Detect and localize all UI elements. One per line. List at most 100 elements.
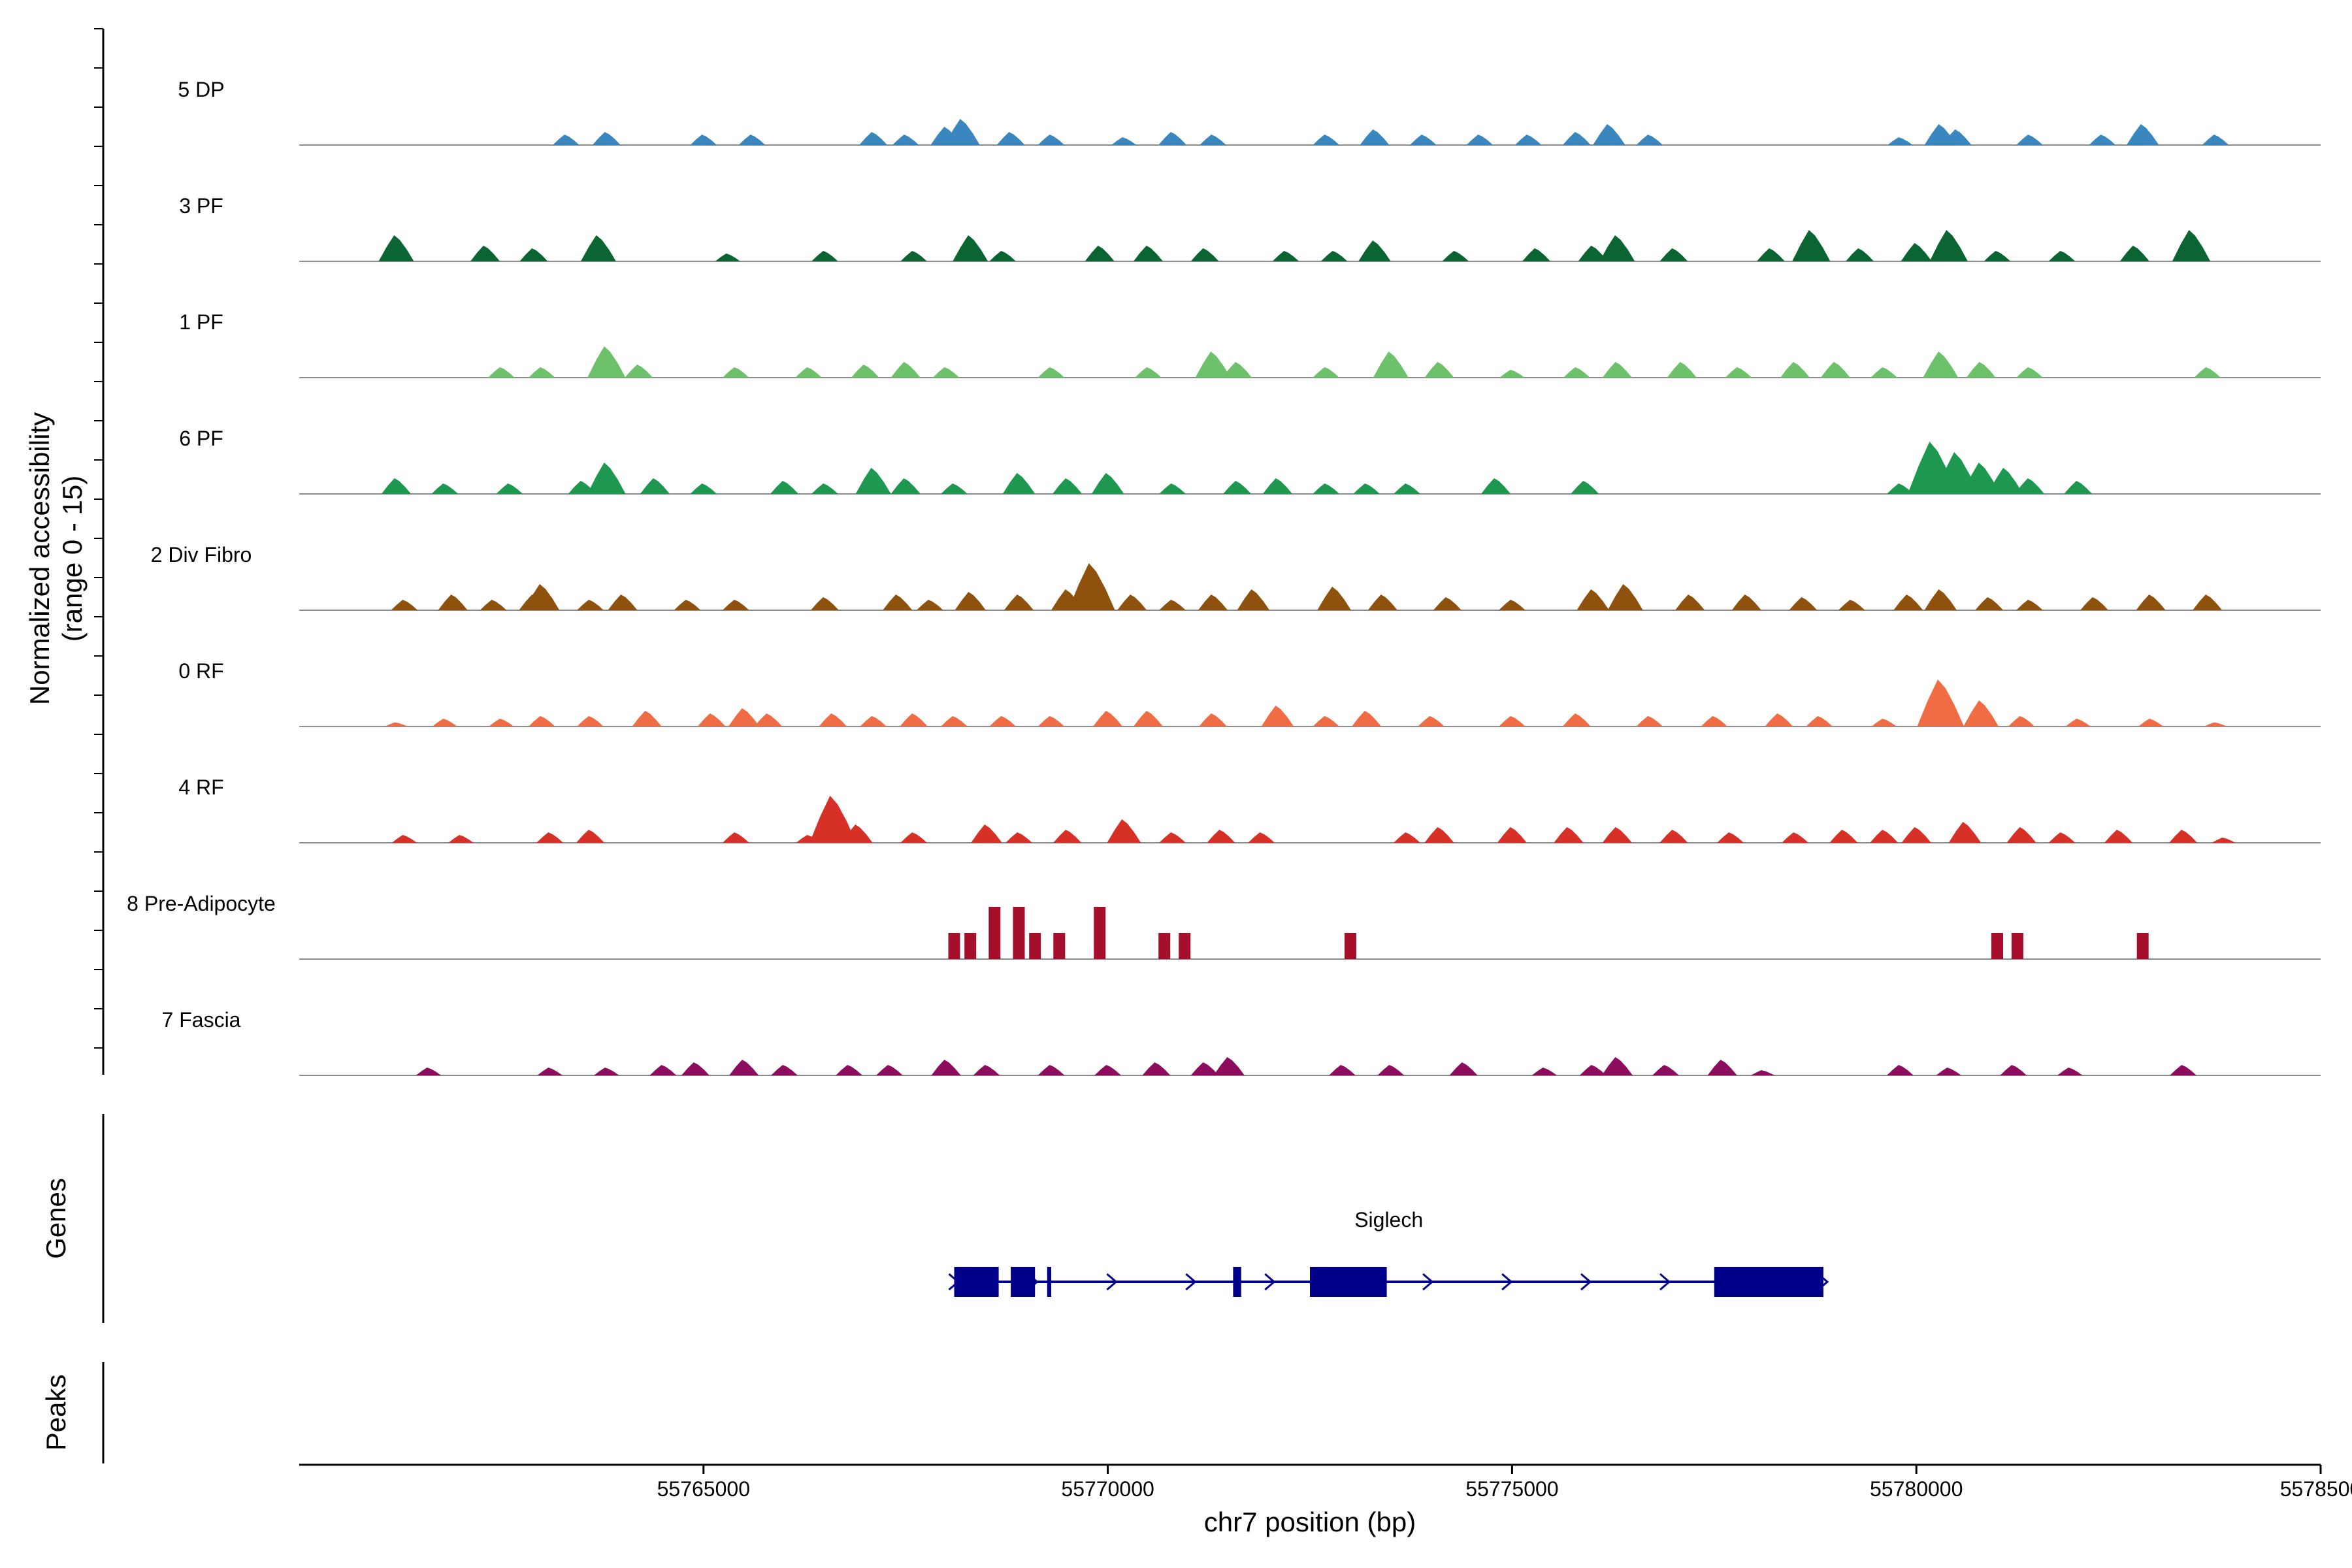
- coverage-peak: [1554, 827, 1584, 843]
- coverage-peak: [1707, 1060, 1737, 1075]
- coverage-peak: [577, 716, 604, 727]
- coverage-peak: [1313, 367, 1340, 378]
- coverage-peak: [1313, 135, 1340, 145]
- coverage-peak: [432, 719, 458, 727]
- coverage-peak: [851, 365, 879, 378]
- coverage-peak: [1870, 830, 1899, 843]
- coverage-peak: [580, 235, 616, 261]
- coverage-peak: [2014, 478, 2045, 494]
- coverage-peak: [2080, 597, 2108, 610]
- coverage-peak: [2138, 719, 2164, 727]
- coverage-peak: [1893, 595, 1923, 610]
- coverage-peak: [1344, 933, 1356, 959]
- coverage-peak: [2089, 135, 2116, 145]
- coverage-peak: [1571, 481, 1599, 494]
- gene-exon: [1233, 1267, 1241, 1297]
- coverage-peak: [2104, 830, 2133, 843]
- coverage-peak: [1792, 230, 1831, 261]
- track-5-dp: 5 DP: [178, 78, 2321, 146]
- coverage-peak: [2136, 595, 2166, 610]
- coverage-peak: [587, 346, 626, 378]
- track-label: 0 RF: [178, 659, 223, 683]
- coverage-peak: [1037, 367, 1065, 378]
- coverage-peak: [1091, 473, 1124, 494]
- coverage-peak: [1963, 700, 1999, 727]
- coverage-peak: [528, 367, 555, 378]
- coverage-peak: [1562, 713, 1591, 727]
- coverage-y-ticks: [94, 28, 103, 1049]
- coverage-peak: [1659, 248, 1688, 261]
- coverage-peak: [519, 248, 548, 261]
- coverage-peak: [876, 1065, 903, 1075]
- coverage-peak: [2202, 135, 2229, 145]
- coverage-peak: [1636, 716, 1663, 727]
- track-label: 3 PF: [179, 194, 223, 218]
- track-label: 2 Div Fibro: [151, 543, 252, 566]
- coverage-peak: [1094, 907, 1106, 959]
- coverage-peak: [1133, 711, 1164, 727]
- coverage-peak: [448, 835, 474, 843]
- coverage-peak: [1037, 716, 1065, 727]
- track-8-pre-adipocyte: 8 Pre-Adipocyte: [127, 892, 2321, 960]
- coverage-peak: [2126, 124, 2159, 145]
- coverage-peak: [1593, 124, 1625, 145]
- coverage-peak: [690, 135, 717, 145]
- coverage-peak: [1117, 595, 1147, 610]
- coverage-peak: [1675, 595, 1705, 610]
- coverage-peak: [1756, 248, 1785, 261]
- coverage-peak: [1320, 251, 1348, 261]
- coverage-peak: [496, 483, 523, 494]
- coverage-peak: [608, 595, 638, 610]
- coverage-peak: [488, 367, 515, 378]
- coverage-peak: [890, 362, 921, 378]
- coverage-peak: [1725, 367, 1752, 378]
- coverage-peak: [1029, 933, 1041, 959]
- strand-arrow: [1580, 1273, 1592, 1291]
- coverage-peak: [1135, 367, 1162, 378]
- coverage-peak: [489, 719, 514, 727]
- coverage-peak: [1636, 135, 1663, 145]
- x-axis-tick-label: 55780000: [1870, 1477, 1963, 1501]
- genes-axis-label: Genes: [41, 1178, 71, 1259]
- coverage-peak: [1159, 600, 1186, 610]
- coverage-peak: [1013, 907, 1025, 959]
- x-axis-tick-label: 55770000: [1061, 1477, 1154, 1501]
- coverage-peak: [2011, 933, 2023, 959]
- coverage-peak: [1159, 832, 1186, 843]
- coverage-peak: [1213, 1057, 1245, 1075]
- coverage-peak: [431, 483, 459, 494]
- coverage-peak: [690, 483, 717, 494]
- coverage-peak: [1360, 129, 1390, 145]
- coverage-peak: [1975, 597, 2004, 610]
- coverage-peak: [2172, 230, 2211, 261]
- coverage-peak: [1449, 1062, 1478, 1075]
- coverage-peak: [1190, 248, 1219, 261]
- coverage-peak: [1563, 367, 1590, 378]
- coverage-peak: [1499, 716, 1526, 727]
- strand-arrow: [1422, 1273, 1434, 1291]
- coverage-peak: [1195, 351, 1231, 378]
- coverage-peak: [1317, 587, 1351, 610]
- coverage-peak: [1887, 137, 1913, 145]
- coverage-peak: [681, 1062, 710, 1075]
- coverage-peak: [1037, 135, 1065, 145]
- coverage-peak: [1262, 478, 1293, 494]
- coverage-peak: [536, 832, 564, 843]
- track-0-rf: 0 RF: [178, 659, 2321, 727]
- coverage-peak: [1652, 1065, 1679, 1075]
- coverage-peak: [1068, 563, 1115, 610]
- coverage-peak: [1765, 713, 1793, 727]
- coverage-peak: [795, 367, 823, 378]
- coverage-peak: [1923, 351, 1959, 378]
- coverage-peak: [1602, 362, 1632, 378]
- coverage-peak: [770, 481, 799, 494]
- coverage-peak: [1373, 351, 1409, 378]
- coverage-peak: [1313, 716, 1340, 727]
- coverage-peak: [1377, 1065, 1405, 1075]
- coverage-peak: [1901, 243, 1932, 261]
- coverage-y-axis-label-line1: Normalized accessibility: [24, 412, 55, 705]
- coverage-peak: [1133, 246, 1164, 261]
- coverage-peak: [1272, 251, 1299, 261]
- coverage-peak: [754, 713, 783, 727]
